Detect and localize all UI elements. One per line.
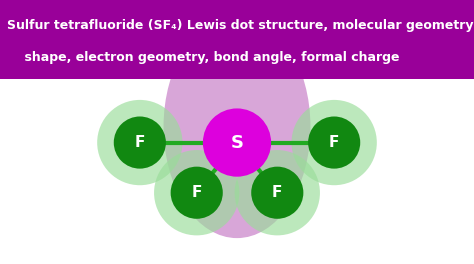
Ellipse shape (203, 109, 271, 177)
Ellipse shape (251, 167, 303, 219)
Text: shape, electron geometry, bond angle, formal charge: shape, electron geometry, bond angle, fo… (7, 50, 400, 64)
Ellipse shape (114, 116, 166, 169)
Text: S: S (230, 134, 244, 152)
Ellipse shape (171, 167, 223, 219)
Bar (0, 0, 474, 79)
Text: F: F (272, 185, 283, 200)
Text: F: F (191, 185, 202, 200)
Ellipse shape (154, 150, 239, 235)
Ellipse shape (235, 150, 320, 235)
Text: F: F (135, 135, 145, 150)
Ellipse shape (164, 15, 310, 238)
Ellipse shape (292, 100, 377, 185)
Ellipse shape (308, 116, 360, 169)
Ellipse shape (97, 100, 182, 185)
Text: F: F (329, 135, 339, 150)
Text: Sulfur tetrafluoride (SF₄) Lewis dot structure, molecular geometry or: Sulfur tetrafluoride (SF₄) Lewis dot str… (7, 19, 474, 32)
